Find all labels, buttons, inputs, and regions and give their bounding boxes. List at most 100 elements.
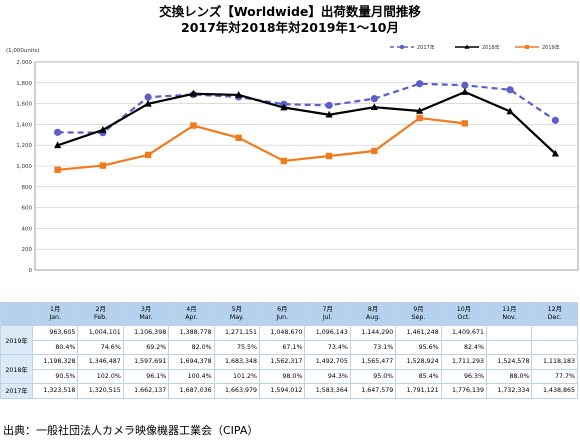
month-header-en: Dec. xyxy=(547,314,562,321)
table-row: 90.5% 102.0% 96.1% 100.4% 101.2% 98.0% 94.3% 95… xyxy=(1,368,578,384)
month-header-en: Sep. xyxy=(411,314,426,321)
data-point xyxy=(325,110,333,118)
month-header-en: Feb. xyxy=(94,314,108,321)
percent-cell: 75.5% xyxy=(213,339,261,355)
legend-label: 2019年 xyxy=(542,44,560,51)
month-header: 7月 Jul. xyxy=(304,302,351,326)
y-tick-label: 1,000 xyxy=(16,164,32,170)
legend-marker xyxy=(399,44,405,50)
y-tick-label: 2,000 xyxy=(16,60,32,66)
percent-cell: 73.4% xyxy=(304,339,351,355)
units-cell: 1,323,518 xyxy=(31,383,79,399)
units-cell: 1,683,348 xyxy=(213,354,261,370)
data-point xyxy=(371,147,378,155)
units-cell: 1,198,328 xyxy=(31,354,79,370)
year-label: 2017年 xyxy=(0,383,33,399)
data-point xyxy=(54,141,62,149)
month-header-jp: 3月 xyxy=(140,306,152,313)
data-point xyxy=(54,128,62,136)
month-header-en: Jan. xyxy=(49,314,62,321)
y-tick-label: 200 xyxy=(22,247,33,253)
data-point xyxy=(370,95,378,103)
y-tick-label: 1,200 xyxy=(16,143,32,149)
legend-label: 2018年 xyxy=(482,44,500,51)
data-point xyxy=(190,122,197,129)
month-header-jp: 1月 xyxy=(50,306,61,313)
percent-cell: 102.0% xyxy=(77,368,124,384)
month-header-jp: 12月 xyxy=(547,306,562,313)
month-header-jp: 10月 xyxy=(456,306,472,313)
data-point xyxy=(325,101,333,109)
percent-cell: 77.7% xyxy=(531,368,578,384)
data-point xyxy=(416,114,423,122)
units-cell: 1,096,143 xyxy=(304,325,351,341)
data-point xyxy=(506,86,514,94)
month-header-jp: 9月 xyxy=(413,306,424,313)
data-point xyxy=(370,103,378,110)
percent-cell: 82.0% xyxy=(168,339,215,355)
month-header: 12月 Dec. xyxy=(531,302,578,326)
month-header-en: Apr. xyxy=(185,314,198,321)
legend-marker xyxy=(525,45,529,49)
units-cell: 1,048,670 xyxy=(259,325,306,341)
percent-cell: 67.1% xyxy=(259,339,306,355)
data-point xyxy=(235,134,242,142)
y-tick-label: 1,600 xyxy=(16,102,32,108)
y-tick-label: 600 xyxy=(22,206,33,212)
units-cell: 1,565,477 xyxy=(349,354,397,370)
data-point xyxy=(506,107,514,115)
legend-label: 2017年 xyxy=(417,44,435,51)
percent-cell: 95.6% xyxy=(395,339,442,355)
series-line-2 xyxy=(57,116,466,171)
units-cell: 1,594,012 xyxy=(259,383,306,399)
year-label: 2018年 xyxy=(0,354,33,384)
units-cell: 1,776,139 xyxy=(440,383,488,399)
units-cell: 1,583,364 xyxy=(304,383,351,399)
data-point xyxy=(551,149,559,157)
table-row: 2018年 1,198,328 1,346,487 1,597,691 1,694,37… xyxy=(0,354,578,384)
percent-cell: 100.4% xyxy=(168,368,215,384)
data-point xyxy=(144,93,152,101)
percent-cell: 69.2% xyxy=(122,339,170,355)
units-cell: 1,144,290 xyxy=(349,325,397,341)
percent-cell xyxy=(486,339,533,355)
percent-cell: 98.0% xyxy=(259,368,306,384)
units-cell: 1,732,334 xyxy=(486,383,533,399)
source-note: 出典：一般社団法人カメラ映像機器工業会（CIPA） xyxy=(3,424,259,437)
units-cell: 1,687,036 xyxy=(168,383,215,399)
series-line-1 xyxy=(57,90,557,155)
units-cell: 1,388,778 xyxy=(168,325,215,341)
units-cell: 1,662,137 xyxy=(122,383,170,399)
data-point xyxy=(461,120,469,127)
percent-cell: 74.6% xyxy=(77,339,124,355)
units-cell: 1,647,579 xyxy=(349,383,397,399)
percent-cell: 80.4% xyxy=(31,339,79,355)
legend-marker xyxy=(464,44,470,49)
month-header-jp: 11月 xyxy=(502,306,517,313)
units-cell: 1,562,317 xyxy=(259,354,306,370)
data-table: 1月 Jan. 2月 Feb. 3月 Mar. 4月 Apr. 5月 May. 6月 Jun. 7月 Ju… xyxy=(0,302,578,399)
units-cell: 1,438,865 xyxy=(531,383,578,399)
table-row: 80.4% 74.6% 69.2% 82.0% 75.5% 67.1% 73.4% 73.1%… xyxy=(1,339,578,355)
data-point xyxy=(280,103,288,111)
units-cell: 1,004,101 xyxy=(77,325,124,341)
percent-cell: 88.0% xyxy=(486,368,533,384)
line-chart: 0 200 400 600 800 1,000 1,200 1,400 1,600 1,800 2,… xyxy=(6,44,579,274)
units-cell: 1,663,979 xyxy=(213,383,261,399)
percent-cell: 85.4% xyxy=(395,368,442,384)
units-cell: 1,524,578 xyxy=(486,354,533,370)
y-tick-label: 1,400 xyxy=(16,122,32,128)
percent-cell: 95.0% xyxy=(349,368,397,384)
units-cell: 1,711,293 xyxy=(440,354,488,370)
series-line-0 xyxy=(57,82,556,134)
data-point xyxy=(189,89,197,97)
month-header: 2月 Feb. xyxy=(77,302,124,326)
units-cell: 1,346,487 xyxy=(77,354,124,370)
month-header-en: Nov. xyxy=(502,314,517,321)
percent-cell: 101.2% xyxy=(213,368,261,384)
table-row: 2017年 1,323,518 1,320,515 1,662,137 1,687,03… xyxy=(0,383,578,399)
units-cell: 1,320,515 xyxy=(77,383,124,399)
percent-cell: 82.4% xyxy=(440,339,488,355)
month-header-jp: 5月 xyxy=(231,306,242,313)
percent-cell: 96.1% xyxy=(122,368,170,384)
